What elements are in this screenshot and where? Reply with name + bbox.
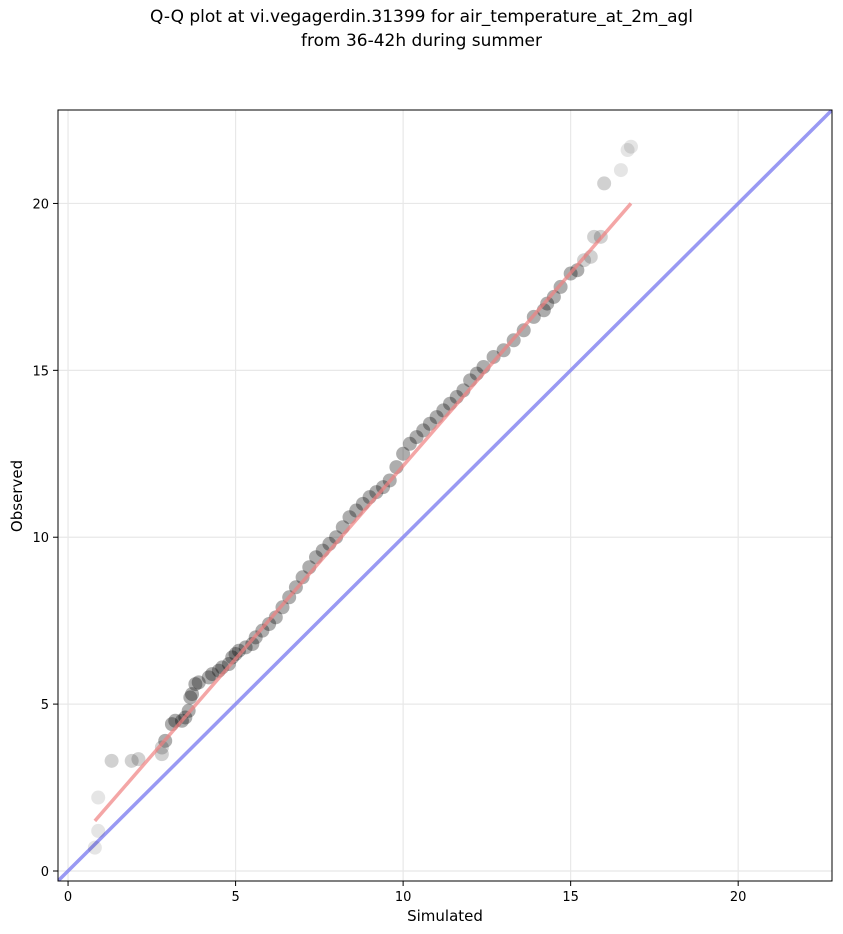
qq-point xyxy=(183,690,198,705)
qq-point xyxy=(620,143,635,158)
chart-title-line1: Q-Q plot at vi.vegagerdin.31399 for air_… xyxy=(149,7,694,27)
qq-point xyxy=(422,416,437,431)
qq-point xyxy=(613,163,628,178)
qq-point xyxy=(131,752,146,767)
qq-point xyxy=(87,840,102,855)
y-tick-label: 10 xyxy=(32,531,49,546)
x-tick-label: 15 xyxy=(562,890,579,905)
y-tick-label: 20 xyxy=(32,197,49,212)
qq-point xyxy=(91,823,106,838)
qq-point xyxy=(231,643,246,658)
qq-point xyxy=(369,485,384,500)
qq-point xyxy=(124,753,139,768)
qq-point xyxy=(416,423,431,438)
x-tick-label: 20 xyxy=(730,890,747,905)
qq-point xyxy=(409,430,424,445)
qq-point xyxy=(154,747,169,762)
data-layer xyxy=(58,110,832,881)
qq-point xyxy=(188,677,203,692)
qq-point xyxy=(540,296,555,311)
y-tick-label: 5 xyxy=(41,698,49,713)
qq-point xyxy=(623,139,638,154)
qq-point xyxy=(91,790,106,805)
qq-point xyxy=(429,410,444,425)
qq-point xyxy=(295,570,310,585)
qq-point xyxy=(597,176,612,191)
axes-frame xyxy=(57,109,833,882)
x-tick-label: 0 xyxy=(64,890,72,905)
y-tick-label: 15 xyxy=(32,364,49,379)
qq-point xyxy=(486,349,501,364)
y-axis-label: Observed xyxy=(8,460,26,532)
qq-point xyxy=(201,670,216,685)
qq-point xyxy=(546,289,561,304)
fit-line xyxy=(93,202,633,823)
qq-point xyxy=(205,667,220,682)
qq-point xyxy=(185,687,200,702)
qq-point xyxy=(342,510,357,525)
ticks: 0 5 10 15 20 0 5 10 15 20 xyxy=(32,197,746,905)
qq-point xyxy=(402,436,417,451)
chart-title-line2: from 36-42h during summer xyxy=(301,31,542,51)
x-axis-label: Simulated xyxy=(407,907,483,925)
qq-point xyxy=(228,647,243,662)
qq-point xyxy=(516,323,531,338)
y-tick-label: 0 xyxy=(41,865,49,880)
qq-point xyxy=(396,446,411,461)
grid-lines xyxy=(58,110,832,881)
qq-point xyxy=(268,610,283,625)
qq-point xyxy=(191,675,206,690)
identity-line xyxy=(58,110,832,881)
qq-point xyxy=(262,617,277,631)
qq-point xyxy=(104,753,119,768)
qq-point xyxy=(245,637,260,652)
x-tick-label: 10 xyxy=(395,890,412,905)
qq-point xyxy=(154,740,169,755)
x-tick-label: 5 xyxy=(231,890,239,905)
